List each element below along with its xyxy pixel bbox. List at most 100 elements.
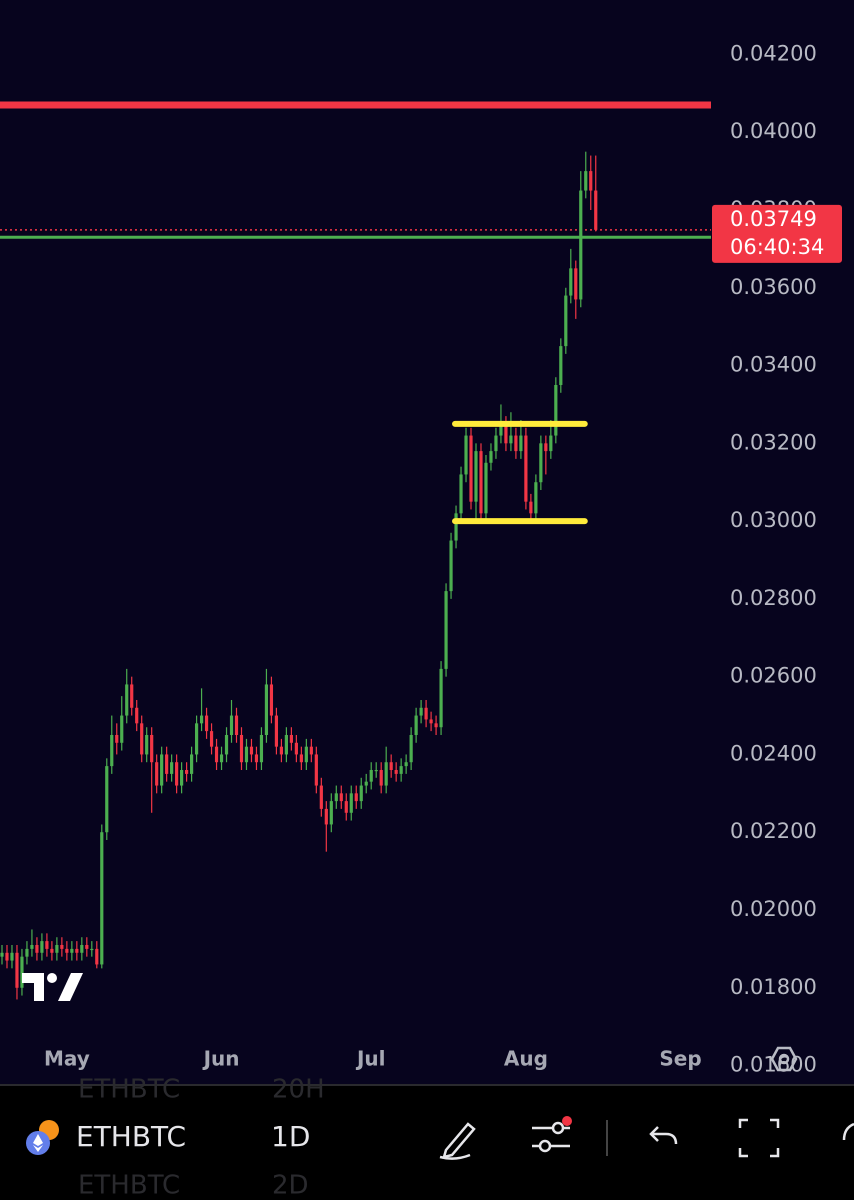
candle-body: [434, 723, 438, 728]
candle-body: [229, 715, 234, 735]
candle-body: [15, 952, 19, 988]
candle-body: [65, 948, 69, 953]
candle-body: [319, 785, 323, 809]
candle-body: [499, 423, 503, 436]
candle-body: [324, 808, 328, 825]
candle-body: [544, 443, 548, 452]
candle-body: [135, 707, 139, 724]
ghost-symbol: ETHBTC: [78, 1075, 180, 1105]
symbol[interactable]: ETHBTC: [76, 1120, 186, 1153]
candle-body: [130, 684, 134, 708]
candle-body: [194, 723, 199, 755]
candle-body: [25, 948, 29, 957]
candle-body: [30, 945, 34, 949]
undo-button[interactable]: [649, 1126, 678, 1145]
indicators-button[interactable]: [532, 1121, 570, 1153]
candle-body: [409, 735, 413, 763]
candle-body: [369, 770, 373, 782]
candle-body: [394, 770, 398, 774]
ghost-symbol: ETHBTC: [78, 1171, 180, 1200]
y-tick-label: 0.03400: [730, 353, 817, 377]
y-tick-label: 0.03200: [730, 430, 817, 454]
candle-body: [559, 346, 563, 385]
notification-dot: [562, 1116, 572, 1126]
draw-button[interactable]: [439, 1122, 476, 1160]
candle-body: [55, 945, 59, 953]
candle-body: [299, 754, 303, 763]
candle-body: [449, 540, 453, 592]
candle-body: [504, 423, 508, 444]
candle-body: [180, 770, 184, 786]
candle-body: [584, 171, 588, 191]
candle-body: [284, 735, 288, 755]
candle-body: [519, 435, 523, 452]
candle-body: [145, 735, 149, 755]
candle-body: [95, 948, 99, 965]
candle-body: [80, 945, 84, 953]
candle-body: [40, 941, 44, 953]
ghost-interval: 20H: [272, 1075, 325, 1105]
candle-body: [289, 735, 293, 743]
x-tick-label: Sep: [659, 1047, 701, 1071]
candle-body: [185, 770, 189, 774]
x-tick-label: May: [44, 1047, 90, 1071]
candle-body: [189, 754, 194, 774]
price-box: [712, 204, 842, 263]
candle-body: [454, 513, 458, 541]
candle-body: [170, 762, 174, 774]
y-tick-label: 0.02800: [730, 586, 817, 610]
candle-body: [254, 754, 259, 763]
candle-body: [60, 945, 64, 949]
candle-body: [75, 948, 79, 953]
candle-body: [199, 715, 204, 724]
candle-body: [5, 952, 9, 961]
candle-body: [214, 746, 219, 763]
candle-body: [549, 435, 553, 452]
candle-body: [474, 451, 478, 502]
y-tick-label: 0.04200: [730, 41, 817, 65]
candle-body: [484, 462, 488, 514]
candle-body: [464, 435, 468, 475]
candle-body: [494, 435, 498, 452]
x-tick-label: Jul: [355, 1047, 386, 1071]
ghost-interval: 2D: [272, 1171, 309, 1200]
y-tick-label: 0.03600: [730, 275, 817, 299]
candle-body: [429, 719, 433, 724]
candle-body: [219, 754, 224, 763]
candle-body: [379, 770, 383, 786]
candle-body: [309, 746, 313, 755]
candle-body: [125, 684, 129, 716]
candle-body: [110, 735, 114, 767]
candle-body: [20, 956, 24, 988]
candle-body: [279, 746, 284, 755]
candle-body: [35, 945, 39, 953]
interval[interactable]: 1D: [271, 1120, 310, 1153]
candle-body: [404, 762, 408, 767]
more-button[interactable]: [842, 1122, 854, 1141]
candle-body: [564, 295, 568, 347]
x-tick-label: Aug: [504, 1047, 548, 1071]
countdown-label: 06:40:34: [730, 235, 824, 259]
candle-body: [90, 948, 94, 951]
settings-button[interactable]: [770, 1046, 798, 1072]
candle-body: [384, 762, 388, 786]
candle-body: [150, 735, 154, 763]
candle-body: [349, 793, 353, 813]
candle-body: [414, 715, 418, 735]
fullscreen-button[interactable]: [738, 1118, 780, 1158]
candle-body: [165, 754, 169, 774]
candle-body: [469, 435, 473, 502]
candle-body: [339, 793, 343, 802]
y-tick-label: 0.04000: [730, 119, 817, 143]
candle-body: [304, 746, 308, 763]
y-tick-label: 0.02400: [730, 741, 817, 765]
candle-body: [155, 762, 159, 786]
candle-body: [259, 735, 264, 763]
candle-body: [244, 746, 249, 763]
candle-body: [120, 715, 124, 743]
candle-body: [419, 707, 423, 716]
candle-body: [424, 707, 428, 720]
candle-body: [589, 171, 593, 191]
candle-body: [224, 735, 229, 755]
candle-body: [524, 435, 528, 502]
